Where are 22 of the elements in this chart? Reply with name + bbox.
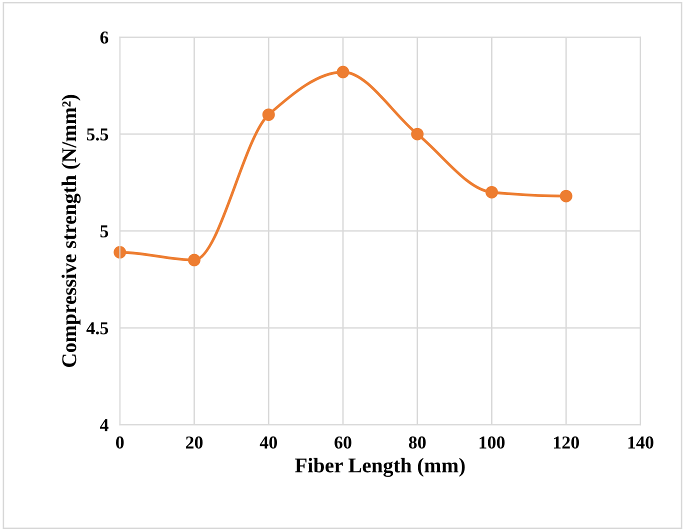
point (485, 186, 498, 198)
y-tick-label: 4 (100, 419, 108, 432)
x-tick-label: 120 (554, 436, 579, 449)
point (262, 108, 275, 121)
x-axis-title: Fiber Length (mm) (295, 458, 465, 477)
x-tick-label: 0 (116, 436, 124, 449)
x-tick-label: 20 (186, 436, 203, 449)
y-tick-label: 5 (100, 225, 108, 238)
y-tick-label: 5.5 (86, 128, 108, 141)
point (114, 246, 126, 259)
y-axis-title: Compressive strength (N/mm²) (62, 94, 81, 367)
point (188, 254, 200, 266)
point (560, 190, 572, 202)
x-tick-label: 100 (480, 436, 505, 449)
x-tick-label: 80 (408, 436, 426, 449)
x-tick-label: 140 (628, 436, 654, 449)
point (336, 66, 350, 78)
x-tick-label: 40 (260, 436, 277, 449)
point (411, 128, 424, 140)
y-tick-label: 4.5 (86, 322, 108, 334)
y-tick-label: 6 (100, 31, 108, 44)
x-tick-label: 60 (334, 436, 352, 449)
